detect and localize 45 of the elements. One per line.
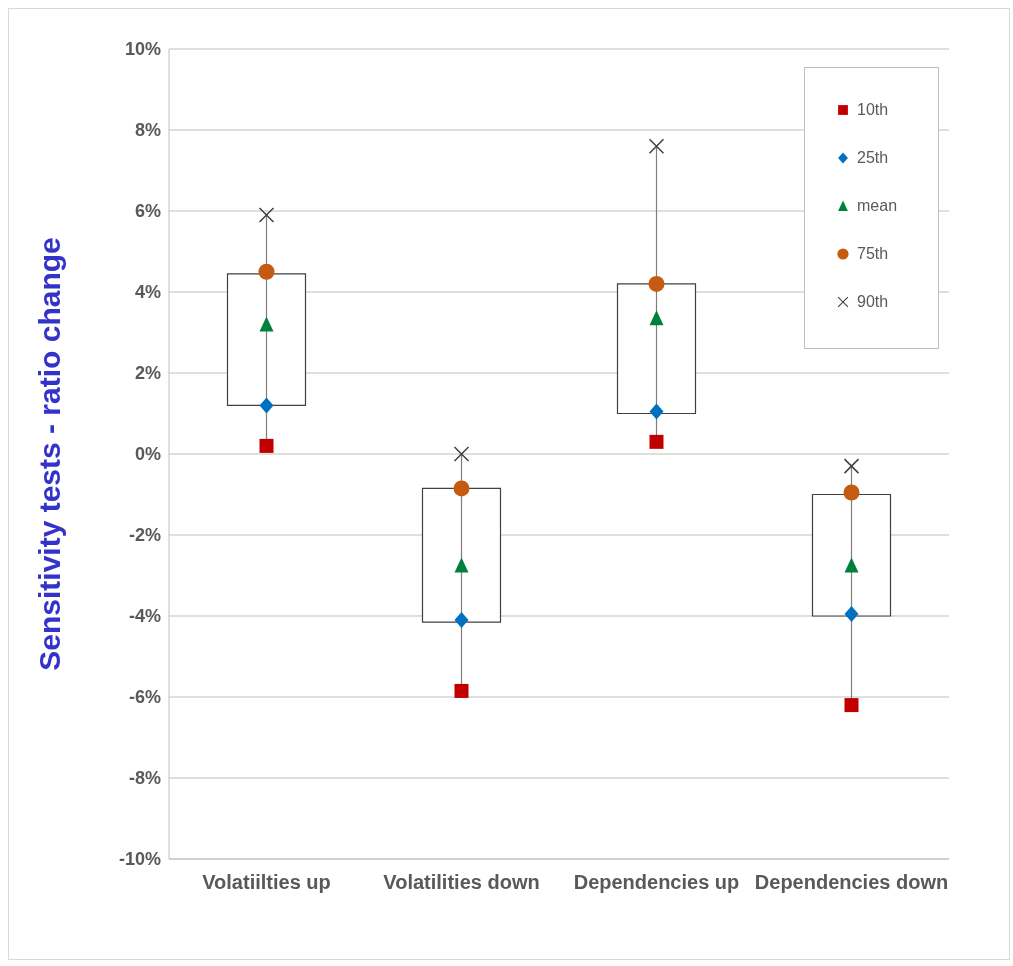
- y-tick-label: 8%: [134, 120, 161, 141]
- point: [649, 310, 664, 326]
- point: [844, 698, 859, 713]
- legend-label: 75th: [857, 245, 889, 263]
- y-tick-label: -10%: [118, 849, 161, 870]
- bar: [421, 487, 502, 623]
- point: [259, 438, 274, 453]
- bar: [226, 273, 307, 406]
- y-tick-label: -4%: [128, 606, 161, 627]
- point: [843, 458, 860, 474]
- legend-label: 25th: [857, 149, 889, 167]
- point: [844, 557, 859, 573]
- point: [648, 138, 665, 154]
- bar: [811, 493, 892, 617]
- y-tick-label: 6%: [134, 201, 161, 222]
- point: [453, 480, 470, 497]
- point: [454, 612, 469, 629]
- legend-label: 10th: [857, 101, 889, 119]
- point: [259, 316, 274, 332]
- y-axis-title: Sensitivity tests - ratio change: [32, 237, 66, 671]
- point: [259, 397, 274, 414]
- y-tick-label: 10%: [124, 39, 161, 60]
- point: [648, 275, 665, 292]
- y-tick-label: -2%: [128, 525, 161, 546]
- y-tick-label: -8%: [128, 768, 161, 789]
- point: [258, 263, 275, 280]
- x-tick-label: Dependencies up: [573, 871, 740, 893]
- point: [453, 446, 470, 462]
- y-tick-label: 0%: [134, 444, 161, 465]
- y-tick-label: 2%: [134, 363, 161, 384]
- point: [649, 434, 664, 449]
- point: [454, 683, 469, 698]
- bar: [616, 283, 697, 415]
- legend-label: 90th: [857, 293, 889, 311]
- y-tick-label: -6%: [128, 687, 161, 708]
- x-tick-label: Dependencies down: [754, 871, 949, 893]
- point: [454, 557, 469, 573]
- y-tick-label: 4%: [134, 282, 161, 303]
- x-tick-label: Volatiilties up: [202, 871, 331, 893]
- point: [258, 207, 275, 223]
- point: [844, 605, 859, 622]
- point: [649, 403, 664, 420]
- x-tick-label: Volatilities down: [383, 871, 540, 893]
- legend-label: mean: [857, 197, 898, 215]
- point: [843, 484, 860, 501]
